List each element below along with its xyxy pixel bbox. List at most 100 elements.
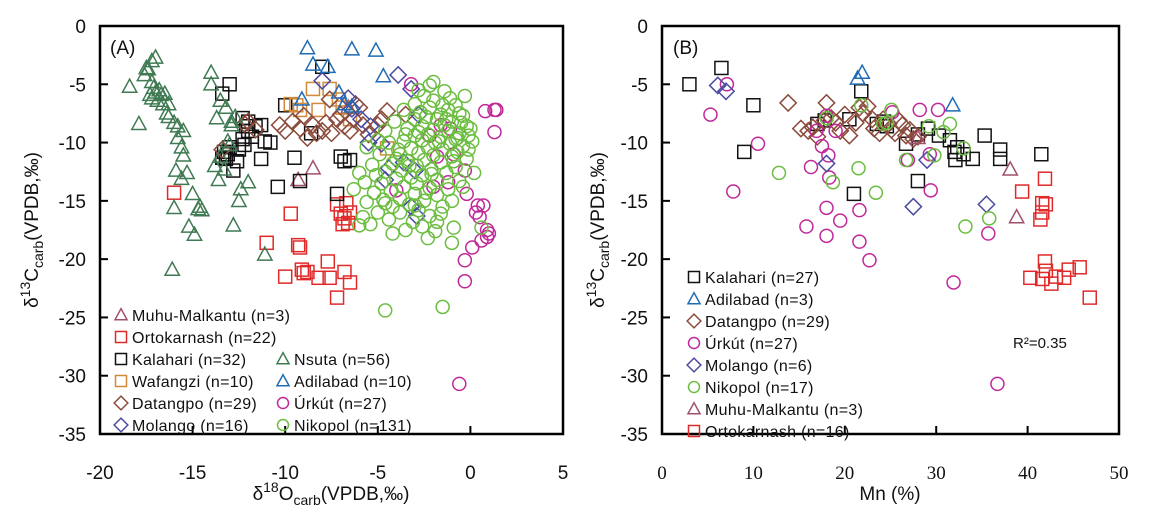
data-point-nikopol <box>359 194 374 210</box>
data-point-nsuta <box>202 75 220 91</box>
data-point-ortokarnash <box>166 185 182 200</box>
y-tick-label: -5 <box>631 75 648 96</box>
data-point-rk-t <box>930 102 946 118</box>
panel-b-label: (B) <box>673 38 698 59</box>
data-point-nikopol <box>461 142 476 157</box>
data-point-rk-t <box>719 77 735 92</box>
legend-label: Ortokarnash (n=16) <box>705 424 850 441</box>
data-point-nikopol <box>405 214 421 230</box>
data-point-ortokarnash <box>1034 195 1050 211</box>
series-rk-t <box>703 77 1005 392</box>
legend-label: Muhu-Malkantu (n=3) <box>705 402 863 419</box>
data-point-molango <box>372 134 391 153</box>
x-tick-label: 0 <box>465 463 476 484</box>
legend-item-nikopol: Nikopol (n=17) <box>687 380 813 397</box>
data-point-rk-t <box>828 123 843 139</box>
data-point-rk-t <box>799 219 814 234</box>
data-point-adilabad <box>853 63 871 79</box>
data-point-molango <box>361 117 380 136</box>
data-point-adilabad <box>343 97 361 113</box>
data-point-ortokarnash <box>1037 254 1053 269</box>
data-point-adilabad <box>319 57 337 74</box>
y-tick-label: -35 <box>59 425 86 446</box>
data-point-ortokarnash <box>333 206 349 221</box>
data-point-nikopol <box>383 184 399 199</box>
data-point-datangpo <box>799 121 818 141</box>
x-tick-label: -20 <box>86 463 113 484</box>
y-tick-label: -35 <box>621 425 648 446</box>
data-point-nikopol <box>474 220 489 235</box>
legend-marker-square-icon <box>114 352 128 366</box>
panel-a-label: (A) <box>110 38 135 59</box>
data-point-datangpo <box>270 115 289 135</box>
panel-a-x-axis-title: δ18Ocarb(VPDB,‰) <box>253 479 410 508</box>
legend-marker-circle-icon <box>276 418 290 432</box>
legend-item-molango: Molango (n=16) <box>113 417 249 435</box>
data-point-nikopol <box>942 116 958 132</box>
data-point-nikopol <box>346 181 361 197</box>
data-point-nsuta <box>211 147 229 163</box>
data-point-rk-t <box>470 198 486 213</box>
legend-label: Molango (n=16) <box>132 418 249 435</box>
data-point-kalahari <box>235 131 250 147</box>
data-point-nikopol <box>409 176 424 191</box>
data-point-nikopol <box>413 105 428 120</box>
data-point-kalahari <box>277 98 293 113</box>
data-point-nikopol <box>357 174 373 190</box>
data-point-ortokarnash <box>311 270 326 286</box>
data-point-molango <box>359 133 378 152</box>
data-point-adilabad <box>336 95 353 111</box>
legend-marker-circle-icon <box>687 336 701 350</box>
data-point-datangpo <box>908 127 928 146</box>
panel-a-legend: Muhu-Malkantu (n=3) Ortokarnash (n=22) Kal… <box>113 307 412 435</box>
data-point-kalahari <box>682 77 697 92</box>
r-squared-annotation: R²=0.35 <box>1013 335 1067 352</box>
x-tick-label: -10 <box>271 463 298 484</box>
data-point-adilabad <box>293 90 311 106</box>
panel-a-y-axis: 0 -5 -10 -15 -20 -25 -30 -35 <box>59 17 108 446</box>
legend-label: Úrkút (n=27) <box>705 334 798 353</box>
series-kalahari <box>682 60 1049 202</box>
data-point-nikopol <box>414 219 430 234</box>
x-tick-label: 10 <box>744 463 763 484</box>
data-point-nikopol <box>352 218 367 233</box>
data-point-nikopol <box>854 98 869 113</box>
data-point-nikopol <box>444 193 460 209</box>
data-point-ortokarnash <box>1037 171 1053 186</box>
data-point-rk-t <box>703 107 718 122</box>
data-point-datangpo <box>893 115 912 135</box>
data-point-rk-t <box>814 138 830 154</box>
data-point-datangpo <box>372 110 391 129</box>
data-point-nsuta <box>174 146 192 162</box>
data-point-nikopol <box>431 134 447 149</box>
data-point-molango <box>817 154 836 173</box>
data-point-rk-t <box>852 202 867 218</box>
data-point-kalahari <box>965 151 981 167</box>
data-point-ortokarnash <box>1061 262 1076 277</box>
data-point-nikopol <box>879 115 895 131</box>
data-point-nsuta <box>174 121 192 138</box>
data-point-nikopol <box>416 88 432 104</box>
legend-item-adilabad: Adilabad (n=10) <box>275 373 412 391</box>
data-point-rk-t <box>477 103 493 119</box>
data-point-nsuta <box>165 198 183 215</box>
data-point-rk-t <box>726 184 741 199</box>
legend-label: Datangpo (n=29) <box>132 396 257 413</box>
legend-item-adilabad: Adilabad (n=3) <box>686 291 813 309</box>
x-tick-label: -15 <box>179 463 206 484</box>
data-point-kalahari <box>229 153 245 169</box>
data-point-nikopol <box>457 88 473 104</box>
panel-a: -20 -15 -10 -5 0 5 0-5-10-15-20-25-30-35 (A) … <box>17 17 568 508</box>
data-point-nsuta <box>208 109 226 125</box>
panel-b-legend: Kalahari (n=27) Adilabad (n=3) Datangpo (n… <box>686 270 863 441</box>
data-point-nsuta <box>137 58 155 75</box>
data-point-ortokarnash <box>1014 184 1030 199</box>
data-point-nikopol <box>381 135 397 150</box>
data-point-nikopol <box>898 152 914 168</box>
data-point-ortokarnash <box>1038 197 1054 212</box>
data-point-nsuta <box>143 72 161 89</box>
legend-item-kalahari: Kalahari (n=32) <box>114 352 246 369</box>
data-point-rk-t <box>468 205 484 220</box>
data-point-adilabad <box>299 39 316 55</box>
data-point-datangpo <box>307 124 326 143</box>
